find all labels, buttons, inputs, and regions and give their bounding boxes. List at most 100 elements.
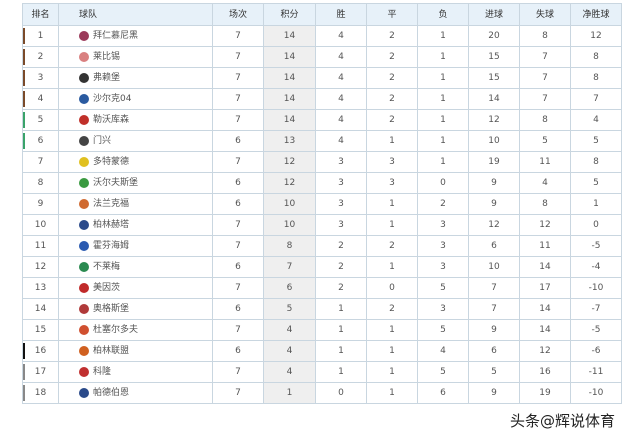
header-wins[interactable]: 胜 [315, 3, 367, 26]
wins-cell: 1 [315, 340, 367, 362]
played-cell: 6 [212, 130, 264, 152]
table-row[interactable]: 3 弗赖堡 7 14 4 2 1 15 7 8 [22, 67, 622, 89]
rank-cell: 9 [22, 193, 59, 215]
rank: 8 [37, 178, 44, 188]
table-row[interactable]: 15 杜塞尔多夫 7 4 1 1 5 9 14 -5 [22, 319, 622, 341]
header-points[interactable]: 积分 [263, 3, 316, 26]
table-row[interactable]: 6 门兴 6 13 4 1 1 10 5 5 [22, 130, 622, 152]
team-cell[interactable]: 法兰克福 [58, 193, 213, 215]
goals-against-cell: 14 [519, 319, 571, 341]
team-name[interactable]: 科隆 [93, 367, 112, 377]
rank: 7 [37, 157, 44, 167]
rank: 5 [37, 115, 44, 125]
watermark: 头条@辉说体育 [510, 412, 616, 430]
team-cell[interactable]: 拜仁慕尼黑 [58, 25, 213, 47]
table-row[interactable]: 14 奥格斯堡 6 5 1 2 3 7 14 -7 [22, 298, 622, 320]
team-name[interactable]: 不莱梅 [93, 262, 121, 272]
team-cell[interactable]: 柏林赫塔 [58, 214, 213, 236]
points-cell: 1 [263, 382, 316, 404]
table-row[interactable]: 11 霍芬海姆 7 8 2 2 3 6 11 -5 [22, 235, 622, 257]
goals-for-cell: 6 [468, 340, 520, 362]
header-goal-diff[interactable]: 净胜球 [570, 3, 622, 26]
table-row[interactable]: 2 莱比锡 7 14 4 2 1 15 7 8 [22, 46, 622, 68]
table-row[interactable]: 16 柏林联盟 6 4 1 1 4 6 12 -6 [22, 340, 622, 362]
rank: 13 [34, 283, 47, 293]
losses-cell: 3 [417, 298, 469, 320]
team-name[interactable]: 勒沃库森 [93, 115, 130, 125]
table-row[interactable]: 12 不莱梅 6 7 2 1 3 10 14 -4 [22, 256, 622, 278]
header-team[interactable]: 球队 [58, 3, 213, 26]
table-row[interactable]: 1 拜仁慕尼黑 7 14 4 2 1 20 8 12 [22, 25, 622, 47]
team-cell[interactable]: 帕德伯恩 [58, 382, 213, 404]
team-cell[interactable]: 霍芬海姆 [58, 235, 213, 257]
team-cell[interactable]: 杜塞尔多夫 [58, 319, 213, 341]
team-cell[interactable]: 弗赖堡 [58, 67, 213, 89]
header-draws[interactable]: 平 [366, 3, 418, 26]
team-logo-icon [79, 177, 89, 188]
zone-marker [23, 28, 25, 44]
goals-for-cell: 6 [468, 235, 520, 257]
played-cell: 7 [212, 235, 264, 257]
team-name[interactable]: 帕德伯恩 [93, 388, 130, 398]
table-row[interactable]: 7 多特蒙德 7 12 3 3 1 19 11 8 [22, 151, 622, 173]
table-row[interactable]: 9 法兰克福 6 10 3 1 2 9 8 1 [22, 193, 622, 215]
team-cell[interactable]: 沙尔克04 [58, 88, 213, 110]
team-cell[interactable]: 勒沃库森 [58, 109, 213, 131]
team-name[interactable]: 弗赖堡 [93, 73, 121, 83]
team-name[interactable]: 美因茨 [93, 283, 121, 293]
team-name[interactable]: 多特蒙德 [93, 157, 130, 167]
header-losses[interactable]: 负 [417, 3, 469, 26]
losses-cell: 3 [417, 256, 469, 278]
table-row[interactable]: 13 美因茨 7 6 2 0 5 7 17 -10 [22, 277, 622, 299]
team-cell[interactable]: 柏林联盟 [58, 340, 213, 362]
losses-cell: 1 [417, 88, 469, 110]
team-name[interactable]: 柏林赫塔 [93, 220, 130, 230]
wins-cell: 1 [315, 319, 367, 341]
table-row[interactable]: 8 沃尔夫斯堡 6 12 3 3 0 9 4 5 [22, 172, 622, 194]
wins-cell: 4 [315, 109, 367, 131]
team-name[interactable]: 门兴 [93, 136, 112, 146]
wins-cell: 1 [315, 298, 367, 320]
points-cell: 14 [263, 67, 316, 89]
team-cell[interactable]: 多特蒙德 [58, 151, 213, 173]
table-row[interactable]: 18 帕德伯恩 7 1 0 1 6 9 19 -10 [22, 382, 622, 404]
table-row[interactable]: 5 勒沃库森 7 14 4 2 1 12 8 4 [22, 109, 622, 131]
table-row[interactable]: 17 科隆 7 4 1 1 5 5 16 -11 [22, 361, 622, 383]
played-cell: 7 [212, 361, 264, 383]
team-name[interactable]: 拜仁慕尼黑 [93, 31, 139, 41]
team-cell[interactable]: 不莱梅 [58, 256, 213, 278]
team-cell[interactable]: 科隆 [58, 361, 213, 383]
rank: 2 [37, 52, 44, 62]
header-goals-for[interactable]: 进球 [468, 3, 520, 26]
rank-cell: 17 [22, 361, 59, 383]
team-name[interactable]: 沃尔夫斯堡 [93, 178, 139, 188]
table-row[interactable]: 4 沙尔克04 7 14 4 2 1 14 7 7 [22, 88, 622, 110]
team-cell[interactable]: 门兴 [58, 130, 213, 152]
played-cell: 7 [212, 67, 264, 89]
team-cell[interactable]: 美因茨 [58, 277, 213, 299]
team-name[interactable]: 杜塞尔多夫 [93, 325, 139, 335]
rank: 16 [34, 346, 47, 356]
team-name[interactable]: 沙尔克04 [93, 94, 132, 104]
team-name[interactable]: 霍芬海姆 [93, 241, 130, 251]
table-row[interactable]: 10 柏林赫塔 7 10 3 1 3 12 12 0 [22, 214, 622, 236]
rank-cell: 16 [22, 340, 59, 362]
team-cell[interactable]: 奥格斯堡 [58, 298, 213, 320]
draws-cell: 1 [366, 130, 418, 152]
played-cell: 7 [212, 88, 264, 110]
team-name[interactable]: 柏林联盟 [93, 346, 130, 356]
played-cell: 7 [212, 109, 264, 131]
team-name[interactable]: 奥格斯堡 [93, 304, 130, 314]
draws-cell: 1 [366, 361, 418, 383]
header-played[interactable]: 场次 [212, 3, 264, 26]
team-cell[interactable]: 莱比锡 [58, 46, 213, 68]
header-rank[interactable]: 排名 [22, 3, 59, 26]
team-name[interactable]: 莱比锡 [93, 52, 121, 62]
goal-diff-cell: 8 [570, 46, 622, 68]
header-row: 排名 球队 场次 积分胜平负进球 失球 净胜球 [22, 3, 622, 26]
team-name[interactable]: 法兰克福 [93, 199, 130, 209]
team-logo-icon [79, 387, 89, 398]
wins-cell: 2 [315, 256, 367, 278]
team-cell[interactable]: 沃尔夫斯堡 [58, 172, 213, 194]
header-goals-against[interactable]: 失球 [519, 3, 571, 26]
